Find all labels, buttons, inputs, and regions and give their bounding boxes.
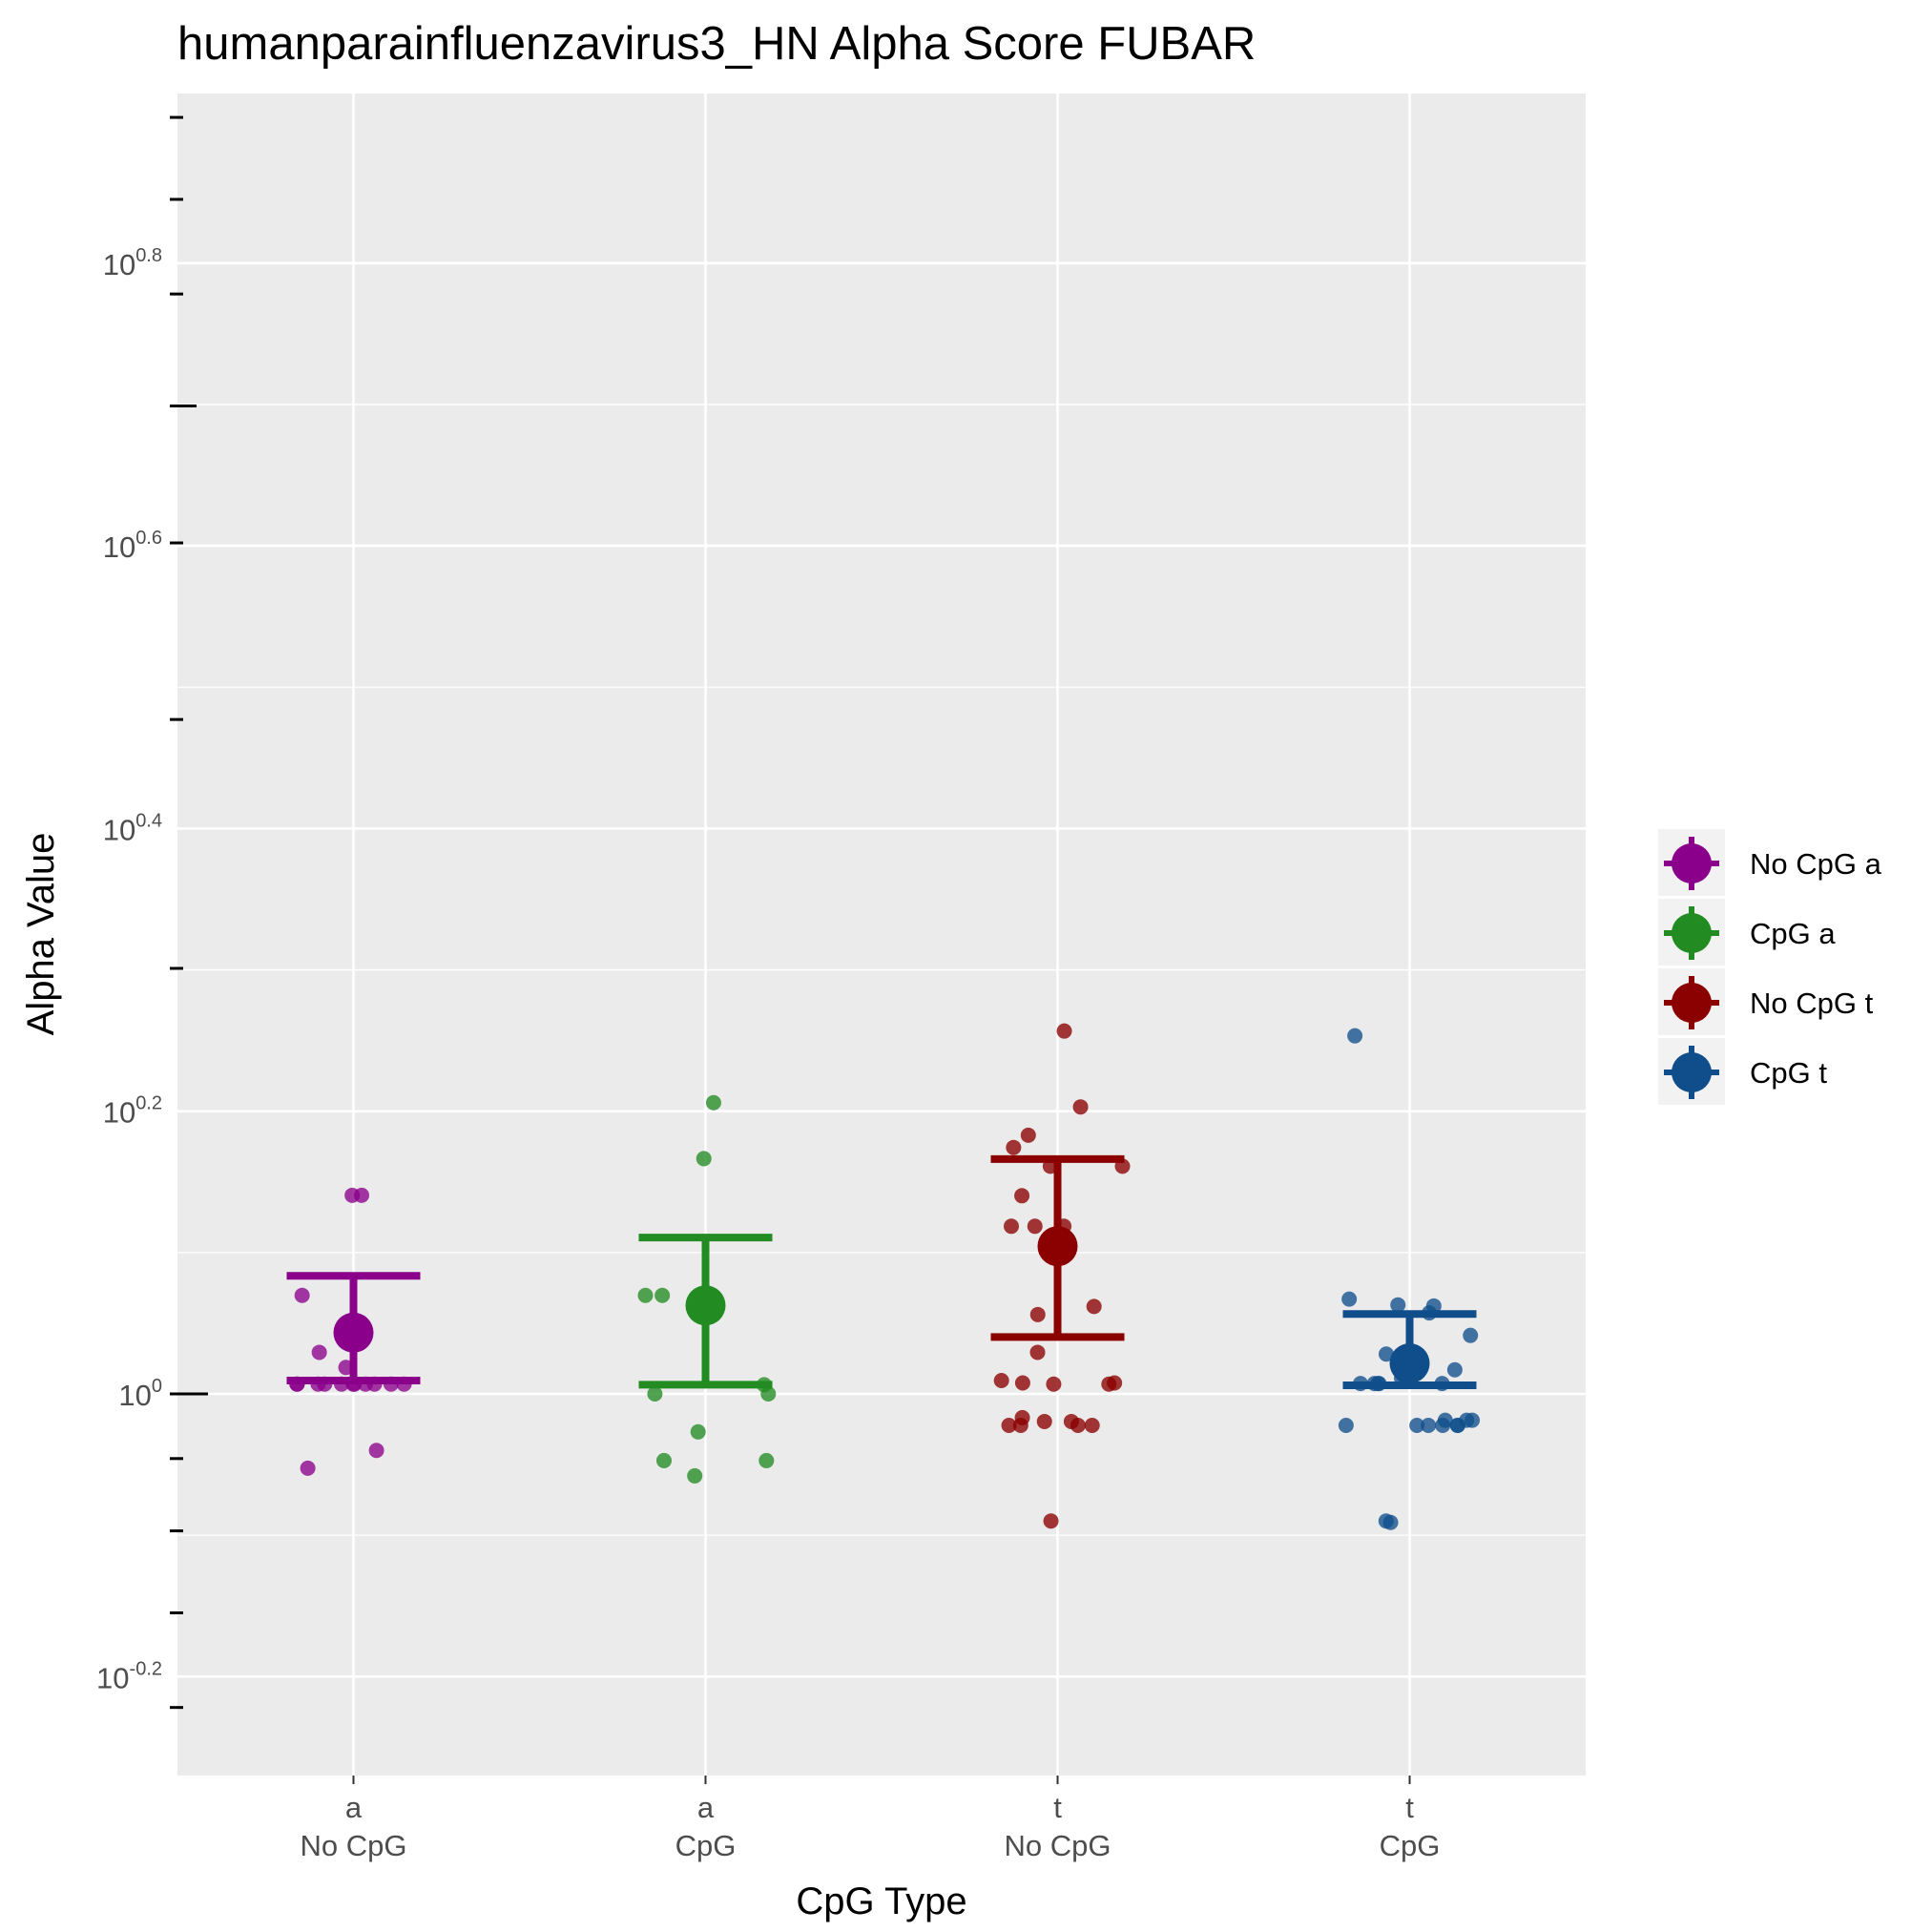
x-tick-label-bottom: No CpG xyxy=(301,1829,407,1862)
minor-grid xyxy=(177,404,1586,1536)
legend-label: CpG t xyxy=(1750,1056,1827,1090)
legend-label: No CpG t xyxy=(1750,987,1874,1020)
x-tick-label-bottom: No CpG xyxy=(1005,1829,1111,1862)
legend-key-point xyxy=(1672,913,1712,953)
data-point xyxy=(758,1452,775,1468)
legend-key-point xyxy=(1672,983,1712,1023)
x-tick-label-top: a xyxy=(345,1791,363,1824)
data-point xyxy=(1029,1306,1046,1322)
mean-point xyxy=(685,1285,726,1326)
data-point xyxy=(1101,1376,1117,1392)
y-axis-title: Alpha Value xyxy=(20,833,62,1036)
data-point xyxy=(1435,1417,1451,1433)
data-point xyxy=(690,1423,706,1440)
data-point xyxy=(1378,1346,1394,1362)
x-tick-label-bottom: CpG xyxy=(1380,1829,1441,1862)
y-tick-label: 100.6 xyxy=(103,528,162,564)
legend-label: CpG a xyxy=(1750,917,1836,950)
x-axis-title: CpG Type xyxy=(796,1880,966,1922)
data-point xyxy=(1084,1417,1100,1433)
major-grid xyxy=(177,93,1586,1776)
y-tick-label: 100.8 xyxy=(103,245,162,281)
mean-point xyxy=(1037,1226,1078,1267)
data-point xyxy=(1056,1023,1072,1039)
y-tick-label: 100.4 xyxy=(103,810,162,846)
x-tick-label-top: a xyxy=(697,1791,715,1824)
x-tick-label-top: t xyxy=(1053,1791,1062,1824)
data-point xyxy=(1027,1218,1043,1235)
data-point xyxy=(1001,1417,1017,1433)
data-point xyxy=(1446,1361,1463,1378)
y-tick-label: 10-0.2 xyxy=(96,1658,162,1694)
x-axis: a No CpG a CpG t No CpG t CpG xyxy=(301,1776,1441,1862)
y-axis: 10-0.2 100 100.2 100.4 100.6 100.8 xyxy=(96,115,208,1710)
data-point xyxy=(1004,1218,1020,1235)
data-point xyxy=(687,1467,703,1484)
chart-title: humanparainfluenzavirus3_HN Alpha Score … xyxy=(177,18,1256,70)
data-point xyxy=(647,1385,663,1402)
data-point xyxy=(1421,1417,1437,1433)
data-point xyxy=(1014,1188,1030,1204)
data-point xyxy=(1347,1028,1363,1044)
mean-point xyxy=(333,1312,374,1353)
data-point xyxy=(1043,1513,1059,1529)
legend-label: No CpG a xyxy=(1750,847,1882,881)
legend: No CpG a CpG a No CpG t CpG t xyxy=(1658,829,1882,1105)
data-point xyxy=(1072,1099,1089,1115)
data-point xyxy=(655,1452,672,1468)
data-point xyxy=(1070,1417,1086,1433)
y-tick-label: 100.2 xyxy=(103,1093,162,1130)
data-point xyxy=(354,1187,370,1203)
data-point xyxy=(705,1094,721,1111)
data-point xyxy=(1014,1375,1030,1391)
data-point xyxy=(1382,1514,1399,1530)
y-tick-label: 100 xyxy=(118,1376,162,1412)
data-point xyxy=(1020,1127,1036,1143)
data-point xyxy=(1029,1344,1046,1361)
data-point xyxy=(1390,1297,1406,1313)
data-point xyxy=(1036,1413,1052,1429)
error-bars xyxy=(286,1154,1477,1390)
data-point xyxy=(654,1287,671,1303)
data-point xyxy=(637,1287,654,1303)
plot-panel xyxy=(177,93,1586,1776)
data-point xyxy=(368,1443,384,1459)
data-point xyxy=(1449,1417,1465,1433)
x-tick-label-top: t xyxy=(1405,1791,1414,1824)
data-point xyxy=(1086,1298,1102,1315)
legend-key-point xyxy=(1672,1052,1712,1092)
data-point xyxy=(993,1372,1009,1388)
legend-key-point xyxy=(1672,843,1712,883)
data-point xyxy=(294,1287,310,1303)
data-point xyxy=(696,1151,712,1167)
data-point xyxy=(1046,1376,1062,1392)
mean-point xyxy=(1389,1342,1430,1383)
data-point xyxy=(760,1385,777,1402)
x-tick-label-bottom: CpG xyxy=(675,1829,737,1862)
data-point xyxy=(311,1344,327,1361)
data-point xyxy=(1006,1139,1022,1155)
data-point xyxy=(1409,1417,1425,1433)
data-point xyxy=(1338,1417,1354,1433)
data-point xyxy=(1463,1327,1479,1343)
data-point xyxy=(300,1460,316,1476)
data-point xyxy=(1341,1291,1358,1307)
data-point xyxy=(1012,1417,1028,1433)
